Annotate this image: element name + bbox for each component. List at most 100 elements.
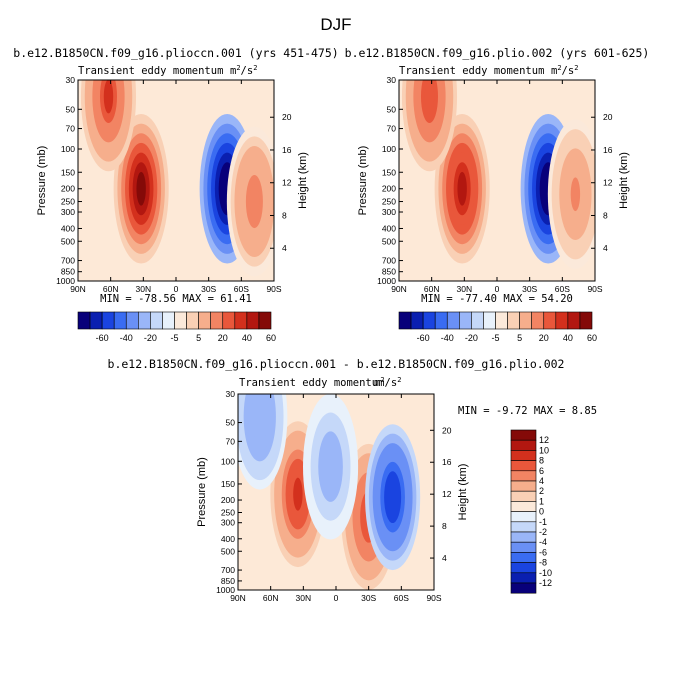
x-tick-label: 0 — [174, 284, 179, 294]
colorbar-swatch — [446, 311, 460, 330]
right-tick-label: 4 — [282, 243, 287, 253]
y-tick-label: 300 — [382, 207, 396, 217]
colorbar-swatch — [567, 311, 581, 330]
colorbar-swatch — [510, 450, 537, 461]
colorbar-swatch — [483, 311, 496, 330]
y-tick-label: 200 — [382, 184, 396, 194]
x-tick-label: 90S — [426, 593, 441, 603]
x-tick-label: 60S — [234, 284, 249, 294]
colorbar-swatch — [510, 521, 537, 533]
colorbar-swatch — [510, 541, 537, 553]
colorbar-label: -60 — [417, 333, 430, 343]
colorbar-swatch — [510, 531, 537, 543]
contour-feature-1-level-6 — [103, 80, 114, 114]
right-tick-label: 20 — [442, 425, 452, 435]
colorbar-label: 8 — [539, 456, 544, 466]
y-tick-label: 1000 — [377, 276, 396, 286]
colorbar-label: 60 — [587, 333, 597, 343]
colorbar-swatch — [89, 311, 103, 330]
panel-1-title: b.e12.B1850CN.f09_g16.plioccn.001 (yrs 4… — [13, 46, 338, 60]
y-tick-label: 850 — [61, 267, 75, 277]
colorbar-swatch — [459, 311, 472, 330]
y-tick-label: 150 — [221, 479, 235, 489]
x-tick-label: 90S — [587, 284, 602, 294]
panel-3-title: b.e12.B1850CN.f09_g16.plioccn.001 - b.e1… — [108, 357, 565, 371]
colorbar-swatch — [495, 311, 508, 330]
panel-1: b.e12.B1850CN.f09_g16.plioccn.001 (yrs 4… — [13, 46, 338, 343]
x-tick-label: 90N — [70, 284, 86, 294]
y-tick-label: 200 — [61, 184, 75, 194]
y-tick-label: 700 — [61, 256, 75, 266]
right-tick-label: 20 — [603, 112, 613, 122]
colorbar-swatch — [186, 311, 199, 330]
colorbar-swatch — [543, 311, 557, 330]
right-tick-label: 12 — [442, 489, 452, 499]
y-tick-label: 50 — [66, 104, 76, 114]
y-tick-label: 700 — [382, 256, 396, 266]
colorbar-swatch — [210, 311, 224, 330]
colorbar-swatch — [510, 552, 537, 563]
panel-3-stats: MIN = -9.72 MAX = 8.85 — [458, 405, 597, 417]
colorbar-label: 5 — [517, 333, 522, 343]
y-tick-label: 150 — [382, 167, 396, 177]
colorbar-swatch — [258, 311, 272, 330]
panel-1-units: m2/s2 — [230, 64, 257, 77]
right-tick-label: 12 — [282, 178, 292, 188]
right-tick-label: 8 — [603, 210, 608, 220]
y-tick-label: 250 — [61, 197, 75, 207]
panel-2-colorbar: -60 -40 -20 -5 5 20 40 60 — [398, 311, 597, 343]
colorbar-label: 12 — [539, 435, 549, 445]
colorbar-swatch — [162, 311, 175, 330]
panel-1-colorbar: -60 -40 -20 -5 5 20 40 60 — [77, 311, 276, 343]
right-axis-label: Height (km) — [457, 464, 469, 521]
colorbar-label: -20 — [144, 333, 157, 343]
colorbar-swatch — [113, 311, 127, 330]
x-tick-label: 60N — [424, 284, 440, 294]
right-tick-label: 8 — [442, 521, 447, 531]
colorbar-label: -60 — [96, 333, 109, 343]
y-tick-label: 50 — [226, 418, 236, 428]
colorbar-swatch — [510, 562, 537, 574]
colorbar-label: 0 — [539, 507, 544, 517]
contour-feature-4-level-6 — [325, 450, 336, 484]
figure-title: DJF — [320, 15, 351, 34]
colorbar-label: -40 — [441, 333, 454, 343]
y-tick-label: 30 — [226, 389, 236, 399]
right-axis-label: Height (km) — [297, 152, 309, 209]
y-tick-label: 100 — [382, 144, 396, 154]
right-tick-label: 4 — [603, 243, 608, 253]
y-tick-label: 100 — [221, 456, 235, 466]
panel-2-title: b.e12.B1850CN.f09_g16.plio.002 (yrs 601-… — [345, 46, 650, 60]
y-tick-label: 70 — [226, 436, 236, 446]
y-tick-label: 200 — [221, 495, 235, 505]
colorbar-swatch — [125, 311, 139, 330]
colorbar-label: 40 — [242, 333, 252, 343]
colorbar-label: -6 — [539, 547, 547, 557]
contour-field — [399, 80, 595, 281]
y-tick-label: 850 — [221, 576, 235, 586]
colorbar-label: 4 — [539, 476, 544, 486]
colorbar-swatch — [410, 311, 424, 330]
x-tick-label: 90N — [391, 284, 407, 294]
contour-feature-0-level-6 — [457, 171, 467, 206]
panel-1-contour-plot: 90N 60N 30N 0 30S 60S 90S 30 50 70 100 150 200 250300… — [36, 75, 309, 294]
y-tick-label: 1000 — [216, 585, 235, 595]
y-tick-label: 70 — [66, 124, 76, 134]
colorbar-swatch — [510, 490, 537, 502]
x-tick-label: 30S — [522, 284, 537, 294]
y-tick-label: 500 — [61, 236, 75, 246]
colorbar-label: -20 — [465, 333, 478, 343]
colorbar-label: -40 — [120, 333, 133, 343]
x-tick-label: 0 — [334, 593, 339, 603]
right-tick-label: 20 — [282, 112, 292, 122]
right-tick-label: 16 — [442, 457, 452, 467]
y-tick-label: 70 — [387, 124, 397, 134]
colorbar-swatch — [510, 460, 537, 472]
colorbar-label: -4 — [539, 537, 547, 547]
x-tick-label: 30N — [136, 284, 152, 294]
colorbar-label: -2 — [539, 527, 547, 537]
colorbar-label: 60 — [266, 333, 276, 343]
y-tick-label: 700 — [221, 565, 235, 575]
colorbar-label: -8 — [539, 558, 547, 568]
